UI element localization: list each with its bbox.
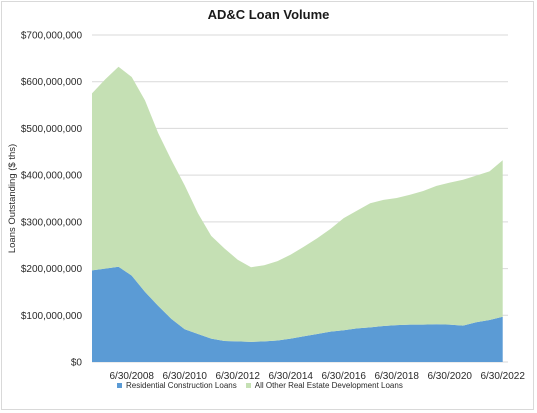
x-tick-label: 6/30/2022	[480, 371, 525, 382]
y-axis-title: Loans Outstanding ($ ths)	[7, 144, 18, 253]
x-tick-label: 6/30/2008	[109, 371, 154, 382]
series-area-1	[92, 66, 503, 342]
legend-label-residential: Residential Construction Loans	[126, 381, 237, 390]
chart-title: AD&C Loan Volume	[207, 7, 330, 22]
y-tick-label: $200,000,000	[21, 264, 83, 275]
legend-item-residential: Residential Construction Loans	[117, 381, 237, 390]
series-area-0	[92, 266, 503, 362]
y-tick-label: $600,000,000	[21, 77, 83, 88]
x-tick-label: 6/30/2016	[321, 371, 366, 382]
y-tick-label: $0	[71, 358, 83, 369]
x-tick-label: 6/30/2014	[268, 371, 313, 382]
legend-swatch-residential	[117, 383, 122, 388]
x-tick-label: 6/30/2010	[162, 371, 207, 382]
y-tick-label: $500,000,000	[21, 124, 83, 135]
y-tick-label: $100,000,000	[21, 311, 83, 322]
legend-swatch-other	[245, 383, 251, 388]
y-tick-label: $700,000,000	[21, 31, 83, 42]
x-tick-label: 6/30/2012	[215, 371, 260, 382]
chart-legend: Residential Construction Loans All Other…	[117, 381, 403, 390]
y-tick-label: $400,000,000	[21, 171, 83, 182]
x-tick-label: 6/30/2018	[374, 371, 419, 382]
legend-label-other: All Other Real Estate Development Loans	[254, 381, 403, 390]
x-tick-label: 6/30/2020	[427, 371, 472, 382]
legend-item-other: All Other Real Estate Development Loans	[245, 381, 403, 390]
y-tick-label: $300,000,000	[21, 217, 83, 228]
